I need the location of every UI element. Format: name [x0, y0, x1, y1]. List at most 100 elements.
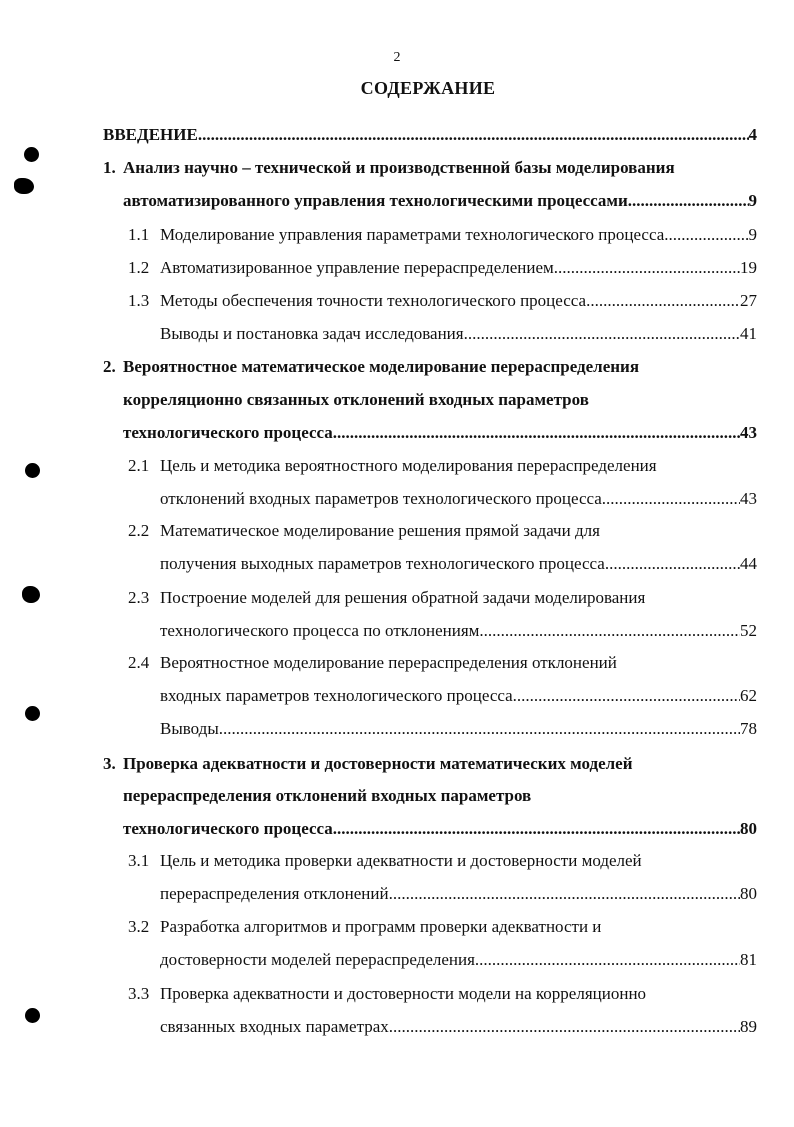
toc-entry-title: Вероятностное моделирование перераспреде… — [160, 653, 617, 672]
toc-entry-title: Проверка адекватности и достоверности мо… — [160, 984, 647, 1003]
toc-entry-title: Методы обеспечения точности технологичес… — [160, 291, 587, 310]
toc-line: перераспределения отклонений входных пар… — [123, 786, 757, 806]
toc-section-number: 1.2 — [128, 258, 150, 277]
toc-entry-title: технологического процесса — [123, 423, 333, 442]
page-number: 2 — [393, 50, 401, 65]
toc-line: Выводы 78 — [160, 719, 757, 739]
toc-entry-title: Анализ научно – технической и производст… — [123, 158, 675, 177]
toc-page-number: 4 — [748, 125, 758, 144]
binding-hole-mark — [25, 1008, 40, 1023]
toc-page-number: 44 — [740, 554, 757, 573]
toc-page-number: 9 — [748, 225, 758, 244]
toc-line: 2. Вероятностное математическое моделиров… — [103, 357, 757, 377]
toc-page-number: 78 — [740, 719, 757, 738]
dot-leader — [389, 1017, 740, 1037]
toc-line: 1.3 Методы обеспечения точности технологи… — [128, 291, 757, 311]
dot-leader — [464, 324, 740, 344]
toc-line: входных параметров технологического проц… — [160, 686, 757, 706]
toc-entry-title: перераспределения отклонений входных пар… — [123, 786, 532, 805]
toc-entry-title: Выводы — [160, 719, 219, 738]
toc-entry-title: Выводы и постановка задач исследования — [160, 324, 464, 343]
toc-entry-title: технологического процесса — [123, 819, 333, 838]
dot-leader — [219, 719, 740, 739]
toc-page-number: 19 — [740, 258, 757, 277]
toc-entry-title: Цель и методика проверки адекватности и … — [160, 851, 642, 870]
dot-leader — [554, 258, 740, 278]
ink-blot-mark — [14, 178, 34, 194]
toc-page-number: 62 — [740, 686, 757, 705]
dot-leader — [389, 884, 740, 904]
toc-section-number: 2. — [103, 357, 116, 376]
toc-line: получения выходных параметров технологич… — [160, 554, 757, 574]
dot-leader — [479, 621, 740, 641]
toc-entry-title: Построение моделей для решения обратной … — [160, 588, 646, 607]
toc-line: Выводы и постановка задач исследования 41 — [160, 324, 757, 344]
toc-section-number: 2.2 — [128, 521, 150, 540]
toc-line: ВВЕДЕНИЕ 4 — [103, 125, 757, 145]
binding-hole-mark — [24, 147, 39, 162]
toc-page-number: 43 — [740, 489, 757, 508]
toc-entry-title: ВВЕДЕНИЕ — [103, 125, 198, 144]
toc-section-number: 2.3 — [128, 588, 150, 607]
toc-entry-title: связанных входных параметрах — [160, 1017, 389, 1036]
toc-line: перераспределения отклонений 80 — [160, 884, 757, 904]
toc-page-number: 43 — [740, 423, 757, 442]
toc-entry-title: отклонений входных параметров технологич… — [160, 489, 602, 508]
toc-line: 1.1 Моделирование управления параметрами … — [128, 225, 758, 245]
toc-entry-title: Математическое моделирование решения пря… — [160, 521, 600, 540]
toc-line: 1. Анализ научно – технической и производ… — [103, 158, 757, 178]
toc-line: 2.4 Вероятностное моделирование перераспр… — [128, 653, 757, 673]
toc-line: 1.2 Автоматизированное управление перерас… — [128, 258, 757, 278]
toc-page-number: 81 — [740, 950, 757, 969]
dot-leader — [475, 950, 740, 970]
toc-entry-title: Разработка алгоритмов и программ проверк… — [160, 917, 602, 936]
toc-line: 2.3 Построение моделей для решения обратн… — [128, 588, 757, 608]
toc-entry-title: входных параметров технологического проц… — [160, 686, 513, 705]
toc-entry-title: Вероятностное математическое моделирован… — [123, 357, 640, 376]
binding-hole-mark — [25, 463, 40, 478]
toc-entry-title: автоматизированного управления технологи… — [123, 191, 628, 210]
toc-page-number: 89 — [740, 1017, 757, 1036]
toc-line: 3.3 Проверка адекватности и достоверности… — [128, 984, 757, 1004]
toc-section-number: 1.3 — [128, 291, 150, 310]
toc-section-number: 1.1 — [128, 225, 150, 244]
toc-page-number: 52 — [740, 621, 757, 640]
toc-section-number: 3.3 — [128, 984, 150, 1003]
dot-leader — [333, 819, 740, 839]
toc-line: технологического процесса по отклонениям… — [160, 621, 757, 641]
toc-line: 3.2 Разработка алгоритмов и программ пров… — [128, 917, 757, 937]
dot-leader — [586, 291, 740, 311]
toc-line: 2.1 Цель и методика вероятностного модели… — [128, 456, 757, 476]
toc-entry-title: перераспределения отклонений — [160, 884, 389, 903]
toc-section-number: 3.2 — [128, 917, 150, 936]
toc-page-number: 80 — [740, 819, 757, 838]
toc-section-number: 3.1 — [128, 851, 150, 870]
dot-leader — [664, 225, 748, 245]
toc-entry-title: Проверка адекватности и достоверности ма… — [123, 754, 633, 773]
toc-section-number: 2.1 — [128, 456, 150, 475]
dot-leader — [605, 554, 740, 574]
toc-entry-title: технологического процесса по отклонениям — [160, 621, 480, 640]
toc-section-number: 3. — [103, 754, 116, 773]
toc-line: технологического процесса 43 — [123, 423, 757, 443]
page-title: СОДЕРЖАНИЕ — [360, 78, 496, 98]
toc-page-number: 80 — [740, 884, 757, 903]
toc-page-number: 9 — [748, 191, 758, 210]
toc-entry-title: достоверности моделей перераспределения — [160, 950, 475, 969]
toc-line: корреляционно связанных отклонений входн… — [123, 390, 757, 410]
dot-leader — [333, 423, 740, 443]
dot-leader — [628, 191, 749, 211]
toc-entry-title: Автоматизированное управление перераспре… — [160, 258, 554, 277]
toc-line: 3. Проверка адекватности и достоверности … — [103, 754, 757, 774]
toc-page-number: 41 — [740, 324, 757, 343]
toc-line: отклонений входных параметров технологич… — [160, 489, 757, 509]
toc-section-number: 1. — [103, 158, 116, 177]
toc-entry-title: получения выходных параметров технологич… — [160, 554, 605, 573]
dot-leader — [513, 686, 740, 706]
ink-blot-mark — [22, 586, 40, 603]
dot-leader — [198, 125, 749, 145]
toc-line: достоверности моделей перераспределения 8… — [160, 950, 757, 970]
toc-section-number: 2.4 — [128, 653, 150, 672]
toc-entry-title: Моделирование управления параметрами тех… — [160, 225, 665, 244]
toc-entry-title: корреляционно связанных отклонений входн… — [123, 390, 589, 409]
